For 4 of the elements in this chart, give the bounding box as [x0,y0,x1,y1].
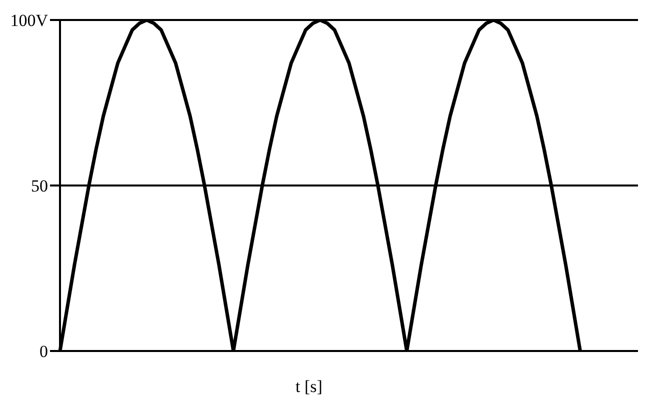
x-axis-title: t [s] [296,377,322,396]
y-tick-label: 0 [40,342,48,362]
y-tick-label: 100V [10,11,49,30]
y-tick-label: 50 [31,176,48,196]
